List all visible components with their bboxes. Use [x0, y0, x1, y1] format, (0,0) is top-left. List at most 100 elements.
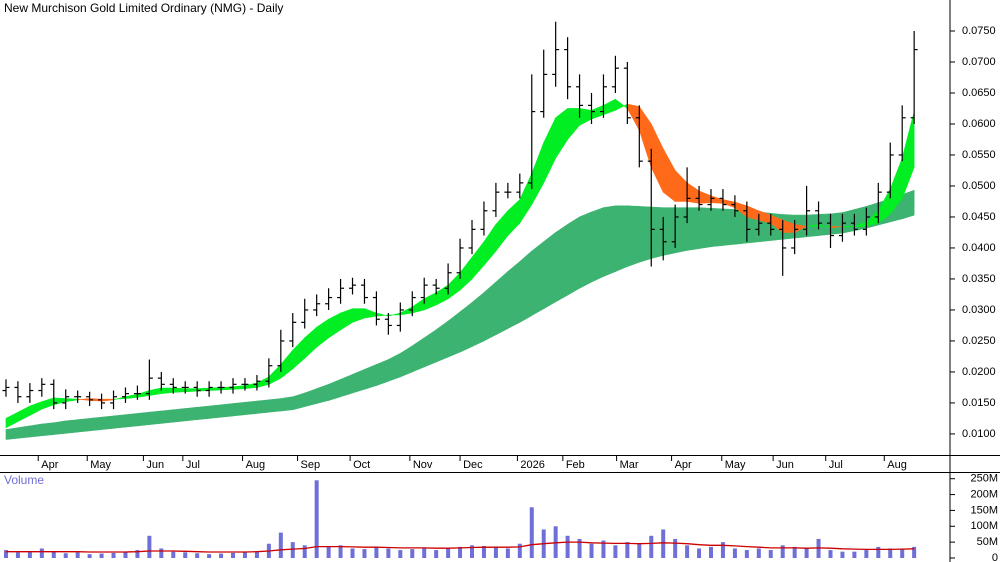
volume-tick-label: 150M: [970, 504, 998, 516]
y-tick-label: 0.0750: [962, 25, 996, 37]
volume-bar: [27, 551, 32, 558]
slow-band: [603, 205, 616, 277]
y-tick-label: 0.0350: [962, 273, 996, 285]
volume-bar: [171, 551, 176, 558]
x-tick-label: Jun: [146, 459, 164, 471]
volume-bar: [565, 535, 570, 558]
slow-band: [627, 205, 640, 267]
slow-band: [65, 419, 78, 434]
volume-bar: [470, 545, 475, 558]
volume-bar: [326, 546, 331, 558]
volume-bar: [673, 538, 678, 558]
x-tick-label: Nov: [413, 459, 433, 471]
slow-band: [842, 209, 855, 234]
volume-bar: [709, 546, 714, 558]
volume-bar: [434, 550, 439, 558]
volume-bar: [302, 545, 307, 558]
volume-bar: [15, 552, 20, 558]
slow-band: [471, 291, 485, 347]
volume-bar: [386, 548, 391, 558]
volume-bar: [481, 545, 486, 558]
slow-band: [244, 400, 258, 416]
volume-bar: [219, 553, 224, 558]
slow-band: [125, 413, 138, 428]
fast-band: [901, 111, 915, 199]
volume-bar: [744, 550, 749, 558]
volume-bar: [912, 546, 917, 558]
volume-bar: [147, 535, 152, 558]
slow-band: [89, 416, 102, 432]
x-tick-label: May: [90, 459, 111, 471]
volume-tick-label: 250M: [970, 473, 998, 485]
x-tick-label: 2026: [520, 459, 544, 471]
volume-tick-label: 50M: [977, 536, 998, 548]
slow-band: [507, 260, 521, 330]
volume-bar: [458, 546, 463, 558]
x-tick-label: Jun: [776, 459, 794, 471]
bands: [5, 98, 915, 440]
volume-bar: [720, 542, 725, 558]
volume-bar: [697, 548, 702, 558]
volume-bar: [852, 551, 857, 558]
volume-title: Volume: [4, 473, 44, 487]
fast-band: [842, 225, 855, 228]
y-tick-label: 0.0600: [962, 118, 996, 130]
volume-bar: [840, 551, 845, 558]
y-tick-label: 0.0150: [962, 397, 996, 409]
volume-bar: [350, 548, 355, 558]
price-bars: [2, 21, 918, 410]
slow-band: [591, 207, 604, 283]
y-tick-label: 0.0100: [962, 428, 996, 440]
slow-band: [567, 216, 580, 296]
y-tick-label: 0.0500: [962, 180, 996, 192]
volume-tick-label: 200M: [970, 488, 998, 500]
slow-band: [101, 415, 114, 430]
volume-bar: [613, 545, 618, 558]
volume-bar: [625, 542, 630, 558]
slow-band: [722, 208, 736, 246]
slow-band: [376, 359, 389, 387]
volume-bar: [517, 543, 522, 558]
slow-band: [113, 414, 126, 429]
y-tick-label: 0.0400: [962, 242, 996, 254]
slow-band: [5, 427, 19, 440]
slow-band: [184, 406, 198, 422]
x-tick-label: Mar: [620, 459, 639, 471]
y-tick-label: 0.0300: [962, 304, 996, 316]
volume-bar: [63, 553, 68, 558]
slow-band: [901, 189, 915, 220]
x-tick-label: Apr: [675, 459, 692, 471]
slow-band: [830, 212, 843, 235]
slow-band: [615, 205, 628, 272]
slow-band: [256, 399, 270, 414]
volume-bar: [410, 549, 415, 558]
volume-bar: [242, 552, 247, 558]
volume-bar: [876, 546, 881, 558]
volume-bar: [493, 546, 498, 558]
slow-band: [519, 250, 533, 323]
volume-bar: [87, 554, 92, 558]
volume-bar: [577, 538, 582, 558]
volume-bar: [601, 540, 606, 558]
volume-bar: [374, 546, 379, 558]
slow-band: [495, 270, 509, 336]
y-tick-label: 0.0450: [962, 211, 996, 223]
x-tick-label: Oct: [353, 459, 370, 471]
slow-band: [29, 423, 43, 438]
x-tick-label: Sep: [301, 459, 321, 471]
volume-bar: [828, 550, 833, 558]
volume-bar: [362, 549, 367, 558]
slow-band: [196, 405, 210, 420]
x-tick-label: Apr: [41, 459, 58, 471]
x-tick-label: May: [725, 459, 746, 471]
slow-band: [555, 223, 568, 303]
volume-bar: [732, 548, 737, 558]
volume-bar: [231, 552, 236, 558]
slow-band: [232, 401, 246, 417]
volume-bar: [135, 550, 140, 558]
y-tick-label: 0.0550: [962, 149, 996, 161]
volume-bar: [888, 548, 893, 558]
slow-band: [698, 207, 712, 249]
volume-bar: [768, 550, 773, 558]
